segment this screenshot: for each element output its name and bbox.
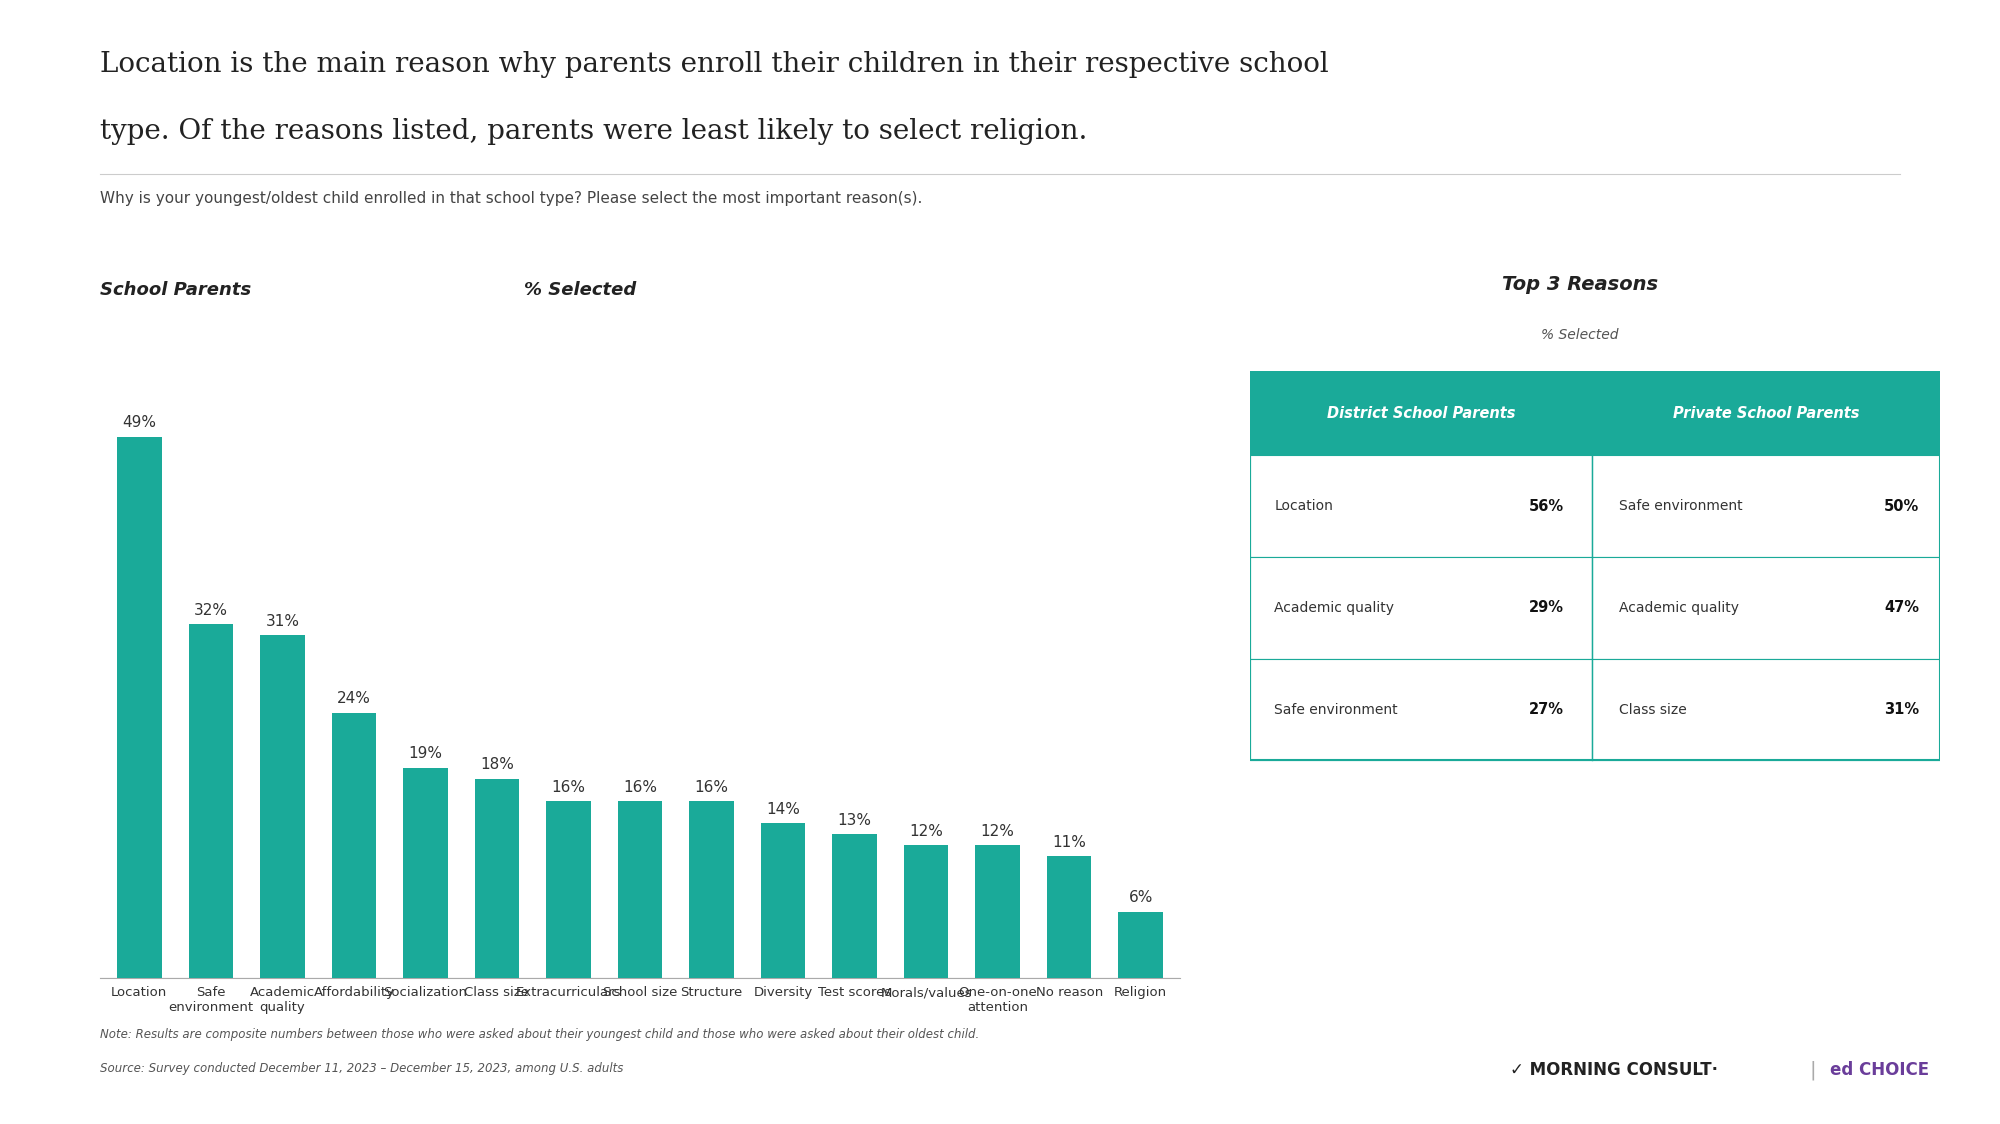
Text: Location: Location — [1274, 499, 1334, 514]
Text: 13%: 13% — [838, 813, 872, 827]
Bar — [118, 436, 162, 978]
Text: 56%: 56% — [1528, 499, 1564, 514]
Bar — [1250, 558, 1592, 659]
Bar — [1592, 455, 1940, 558]
Text: 31%: 31% — [1884, 702, 1920, 717]
Bar — [1250, 455, 1592, 558]
Text: |: | — [1810, 1060, 1816, 1080]
Text: School Parents: School Parents — [100, 281, 252, 299]
Text: Safe environment: Safe environment — [1274, 702, 1398, 716]
Bar — [1250, 659, 1592, 761]
Text: 32%: 32% — [194, 602, 228, 618]
Bar — [760, 823, 806, 978]
Text: 19%: 19% — [408, 746, 442, 761]
Text: 16%: 16% — [694, 780, 728, 795]
Bar — [1046, 856, 1092, 978]
Text: 18%: 18% — [480, 758, 514, 772]
Bar — [404, 768, 448, 978]
Text: 11%: 11% — [1052, 835, 1086, 850]
Text: 16%: 16% — [624, 780, 656, 795]
Text: 49%: 49% — [122, 415, 156, 430]
Text: 14%: 14% — [766, 801, 800, 817]
Bar — [188, 625, 234, 978]
Text: 29%: 29% — [1528, 600, 1564, 615]
Bar — [260, 635, 304, 978]
Text: Academic quality: Academic quality — [1274, 601, 1394, 615]
Text: 16%: 16% — [552, 780, 586, 795]
Text: Source: Survey conducted December 11, 2023 – December 15, 2023, among U.S. adult: Source: Survey conducted December 11, 20… — [100, 1062, 624, 1076]
Text: type. Of the reasons listed, parents were least likely to select religion.: type. Of the reasons listed, parents wer… — [100, 118, 1088, 145]
Text: Private School Parents: Private School Parents — [1672, 406, 1860, 420]
Text: 27%: 27% — [1528, 702, 1564, 717]
Text: Class size: Class size — [1620, 702, 1686, 716]
Bar — [1250, 371, 1940, 760]
Bar — [1592, 558, 1940, 659]
Bar — [546, 801, 590, 978]
Text: ed CHOICE: ed CHOICE — [1830, 1061, 1930, 1079]
Text: Academic quality: Academic quality — [1620, 601, 1740, 615]
Bar — [332, 713, 376, 978]
Bar — [1592, 371, 1940, 455]
Text: Top 3 Reasons: Top 3 Reasons — [1502, 275, 1658, 294]
Bar — [474, 779, 520, 978]
Bar — [1592, 659, 1940, 761]
Text: 47%: 47% — [1884, 600, 1920, 615]
Bar — [618, 801, 662, 978]
Bar — [1250, 371, 1592, 455]
Text: Safe environment: Safe environment — [1620, 499, 1742, 514]
Text: 24%: 24% — [336, 691, 370, 706]
Text: % Selected: % Selected — [1542, 328, 1618, 342]
Text: 50%: 50% — [1884, 499, 1920, 514]
Text: Why is your youngest/oldest child enrolled in that school type? Please select th: Why is your youngest/oldest child enroll… — [100, 191, 922, 206]
Text: District School Parents: District School Parents — [1326, 406, 1516, 420]
Bar — [1118, 912, 1162, 978]
Text: ✓ MORNING CONSULT·: ✓ MORNING CONSULT· — [1510, 1061, 1718, 1079]
Text: 12%: 12% — [980, 824, 1014, 839]
Text: % Selected: % Selected — [524, 281, 636, 299]
Bar — [690, 801, 734, 978]
Bar — [832, 834, 876, 978]
Bar — [976, 845, 1020, 978]
Text: 31%: 31% — [266, 614, 300, 628]
Text: 6%: 6% — [1128, 890, 1152, 905]
Text: 12%: 12% — [910, 824, 944, 839]
Text: Location is the main reason why parents enroll their children in their respectiv: Location is the main reason why parents … — [100, 51, 1328, 78]
Bar — [904, 845, 948, 978]
Text: Note: Results are composite numbers between those who were asked about their you: Note: Results are composite numbers betw… — [100, 1028, 980, 1042]
